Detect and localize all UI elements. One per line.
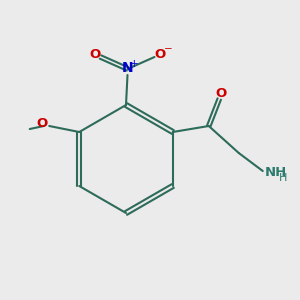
Text: NH: NH: [264, 166, 286, 179]
Text: O: O: [154, 48, 166, 61]
Text: −: −: [164, 44, 173, 54]
Text: O: O: [89, 48, 101, 61]
Text: H: H: [279, 172, 287, 183]
Text: N: N: [122, 61, 133, 75]
Text: O: O: [215, 87, 226, 100]
Text: O: O: [37, 117, 48, 130]
Text: +: +: [130, 59, 138, 69]
